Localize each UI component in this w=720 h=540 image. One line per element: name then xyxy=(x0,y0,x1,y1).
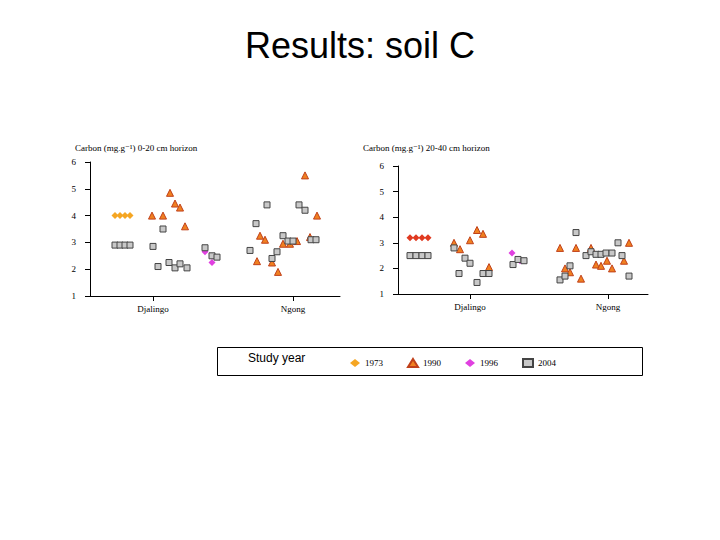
svg-text:6: 6 xyxy=(380,161,385,171)
svg-text:1: 1 xyxy=(72,291,77,301)
svg-text:Carbon (mg.g⁻¹) 0-20 cm horizo: Carbon (mg.g⁻¹) 0-20 cm horizon xyxy=(75,143,198,153)
svg-text:Study year: Study year xyxy=(248,351,305,365)
svg-text:1990: 1990 xyxy=(423,358,442,368)
svg-text:1: 1 xyxy=(380,289,385,299)
svg-text:1973: 1973 xyxy=(365,358,384,368)
svg-text:Carbon (mg.g⁻¹) 20-40 cm horiz: Carbon (mg.g⁻¹) 20-40 cm horizon xyxy=(363,143,490,153)
svg-text:Ngong: Ngong xyxy=(281,304,306,314)
svg-text:Djalingo: Djalingo xyxy=(454,302,486,312)
svg-text:2: 2 xyxy=(380,263,385,273)
svg-text:4: 4 xyxy=(380,212,385,222)
svg-text:Djalingo: Djalingo xyxy=(137,304,169,314)
svg-text:Ngong: Ngong xyxy=(596,302,621,312)
svg-text:1996: 1996 xyxy=(480,358,499,368)
svg-text:2: 2 xyxy=(72,264,77,274)
svg-text:Results: soil C: Results: soil C xyxy=(245,25,475,66)
svg-text:3: 3 xyxy=(380,238,385,248)
svg-text:2004: 2004 xyxy=(538,358,557,368)
svg-text:5: 5 xyxy=(380,187,385,197)
svg-text:3: 3 xyxy=(72,237,77,247)
svg-text:5: 5 xyxy=(72,184,77,194)
svg-text:4: 4 xyxy=(72,211,77,221)
svg-text:6: 6 xyxy=(72,157,77,167)
